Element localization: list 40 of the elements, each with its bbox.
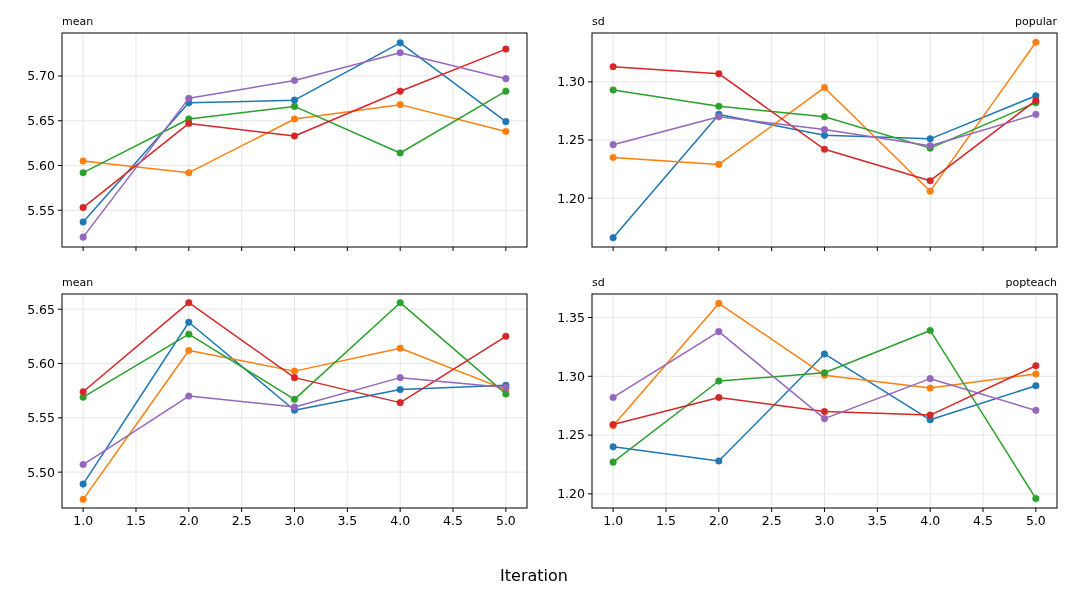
x-tick-label: 2.0: [178, 513, 199, 528]
chart-subtitle: popular: [1015, 15, 1058, 28]
x-tick-label: 5.0: [495, 513, 516, 528]
chart-subtitle: popteach: [1005, 276, 1058, 289]
x-tick-label: 1.0: [603, 513, 624, 528]
y-tick-label: 5.70: [27, 68, 56, 84]
y-tick-label: 5.60: [27, 355, 56, 371]
x-tick-label: 1.5: [126, 513, 146, 528]
y-tick-label: 5.60: [27, 157, 56, 173]
y-tick-label: 1.20: [557, 486, 586, 502]
x-tick-label: 4.5: [973, 513, 993, 528]
y-tick-label: 5.55: [27, 410, 55, 426]
x-tick-label: 1.5: [656, 513, 676, 528]
y-tick-label: 1.20: [557, 190, 586, 206]
x-tick-label: 3.0: [814, 513, 835, 528]
chart-title: mean: [62, 276, 94, 289]
x-tick-label: 5.0: [1025, 513, 1046, 528]
y-tick-label: 1.35: [557, 309, 585, 325]
y-tick-label: 1.30: [557, 368, 586, 384]
x-tick-label: 4.0: [920, 513, 941, 528]
y-tick-label: 1.30: [557, 74, 586, 90]
x-tick-label: 3.0: [284, 513, 305, 528]
x-tick-label: 2.0: [708, 513, 729, 528]
x-tick-label: 4.0: [390, 513, 411, 528]
chart-title: mean: [62, 15, 94, 28]
x-tick-label: 3.5: [337, 513, 358, 528]
chart-title: sd: [592, 15, 605, 28]
y-tick-label: 5.55: [27, 202, 55, 218]
y-tick-label: 5.65: [27, 301, 55, 317]
x-tick-label: 4.5: [443, 513, 463, 528]
x-tick-label: 2.5: [231, 513, 252, 528]
chart-title: sd: [592, 276, 605, 289]
y-tick-label: 1.25: [557, 427, 585, 443]
x-tick-label: 2.5: [761, 513, 782, 528]
x-tick-label: 3.5: [867, 513, 888, 528]
y-tick-label: 5.65: [27, 113, 55, 129]
x-axis-title: Iteration: [500, 566, 568, 585]
y-tick-label: 1.25: [557, 132, 585, 148]
x-tick-label: 1.0: [73, 513, 94, 528]
y-tick-label: 5.50: [27, 464, 56, 480]
